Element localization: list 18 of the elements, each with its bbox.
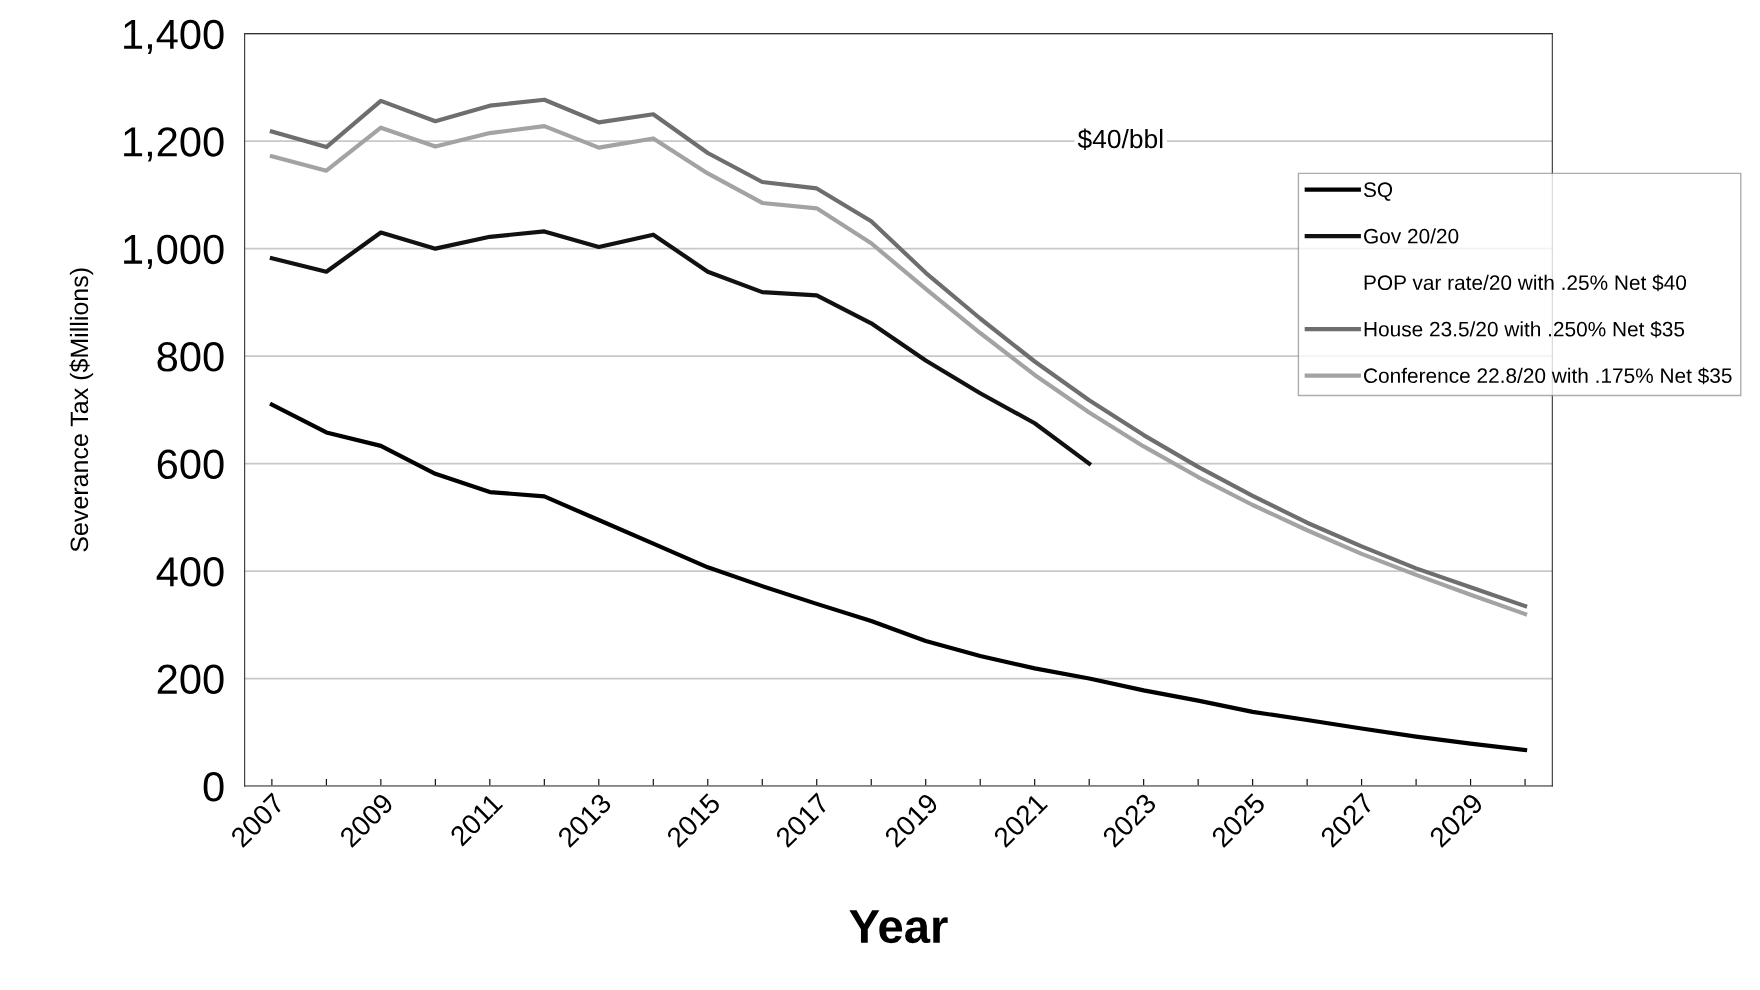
legend-label: Conference 22.8/20 with .175% Net $35 [1364,367,1732,385]
text: POP var rate/20 with .25% Net $40 [1364,274,1687,292]
y-tick-label: 600 [157,449,224,480]
y-tick-label: 1,200 [124,127,224,162]
legend-label: Gov 20/20 [1364,228,1459,244]
line-series [269,229,1092,466]
annotation: $40/bbl [1077,128,1163,150]
legend-label: House 23.5/20 with .250% Net $35 [1364,320,1685,338]
y-tick-label: 1,400 [124,19,224,55]
line-series [269,402,1528,753]
legend-label: SQ [1363,182,1393,201]
y-tick-label: 0 [203,772,224,802]
y-axis-title: Severance Tax ($Millions) [69,268,94,552]
y-tick-label: 400 [156,557,224,587]
y-tick-label: 800 [157,342,224,372]
x-axis-title: Year [849,910,948,944]
y-tick-label: 1,000 [124,234,224,270]
y-tick-label: 200 [157,664,224,695]
